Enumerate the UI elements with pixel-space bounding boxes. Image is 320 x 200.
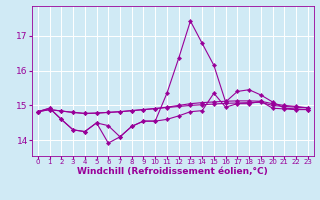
X-axis label: Windchill (Refroidissement éolien,°C): Windchill (Refroidissement éolien,°C) <box>77 167 268 176</box>
